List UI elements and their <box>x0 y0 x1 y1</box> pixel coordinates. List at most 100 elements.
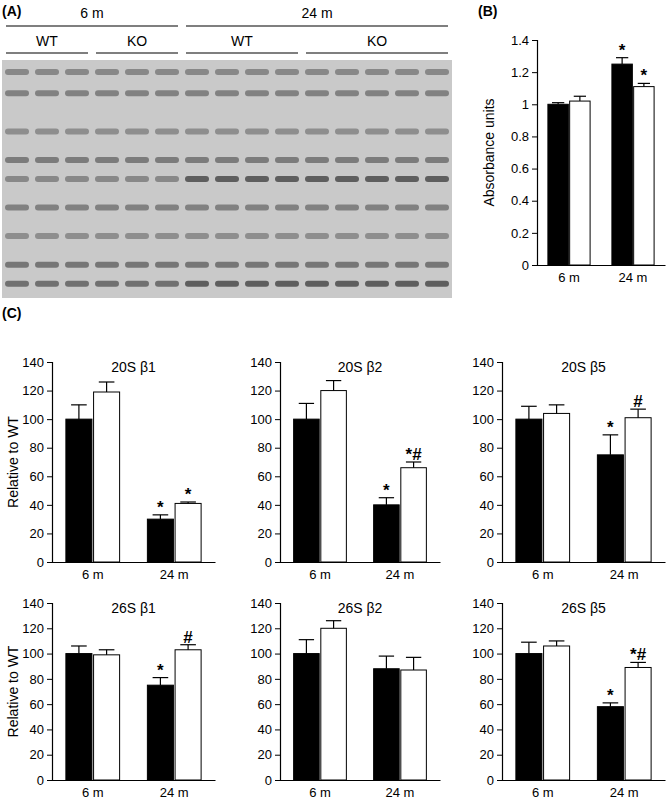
blot-band <box>5 205 29 211</box>
y-axis: 020406080100120140 <box>250 355 280 570</box>
blot-band <box>35 233 59 239</box>
blot-band <box>5 176 29 182</box>
blot-band <box>275 262 299 268</box>
y-tick-label: 20 <box>258 526 272 541</box>
x-tick: 6 m <box>532 567 554 582</box>
significance-marker: *# <box>630 645 647 664</box>
y-tick-label: 0.4 <box>511 193 529 208</box>
blot-band <box>35 69 59 75</box>
blot-band <box>125 262 149 268</box>
bar <box>625 418 651 562</box>
y-tick: 80 <box>30 672 52 687</box>
y-tick: 120 <box>22 621 52 636</box>
x-tick-label: 6 m <box>309 567 331 582</box>
blot-band <box>65 262 89 268</box>
plot-marks <box>548 58 654 265</box>
y-tick-label: 140 <box>472 596 494 611</box>
blot-group-label: 24 m <box>301 5 332 21</box>
error-bar-stem <box>333 381 334 391</box>
y-tick: 20 <box>30 526 52 541</box>
blot-band <box>185 205 209 211</box>
error-bar-stem <box>556 641 557 646</box>
blot-band <box>185 90 209 96</box>
y-tick-mark <box>497 603 502 604</box>
blot-band <box>395 157 419 163</box>
blot-band <box>305 128 329 134</box>
y-tick: 20 <box>258 526 280 541</box>
y-tick-mark <box>275 505 280 506</box>
blot-band <box>155 90 179 96</box>
blot-band <box>215 157 239 163</box>
error-bar <box>299 640 314 654</box>
y-tick-label: 80 <box>480 440 494 455</box>
bar <box>401 468 427 562</box>
blot-band <box>35 128 59 134</box>
y-tick: 0 <box>37 773 52 788</box>
y-tick-mark <box>47 362 52 363</box>
blot-band <box>215 69 239 75</box>
blot-group-label: 6 m <box>80 5 103 21</box>
blot-band <box>425 128 449 134</box>
blot-band <box>125 90 149 96</box>
error-bar-stem <box>386 656 387 669</box>
y-tick-mark <box>47 391 52 392</box>
blot-band <box>65 233 89 239</box>
y-tick-label: 140 <box>22 355 44 370</box>
y-tick: 140 <box>472 596 502 611</box>
bar-chart: **00.20.40.60.811.21.46 m24 mAbsorbance … <box>481 33 666 286</box>
x-axis: 6 m24 m <box>503 781 666 801</box>
y-tick-mark <box>47 679 52 680</box>
y-tick: 40 <box>30 722 52 737</box>
error-bar-stem <box>78 405 79 419</box>
error-bar-cap <box>299 403 314 404</box>
blot-band <box>305 262 329 268</box>
y-tick: 40 <box>258 498 280 513</box>
y-tick: 0 <box>37 555 52 570</box>
bar <box>94 655 120 780</box>
y-axis-title: Absorbance units <box>481 98 497 206</box>
blot-band <box>305 233 329 239</box>
blot <box>2 60 452 298</box>
blot-band <box>125 281 149 287</box>
blot-band <box>65 157 89 163</box>
blot-band <box>95 90 119 96</box>
bar <box>634 87 654 265</box>
chart-title: 20S β5 <box>561 359 606 375</box>
y-tick-mark <box>47 755 52 756</box>
y-axis: 020406080100120140 <box>250 596 280 788</box>
blot-band <box>95 205 119 211</box>
y-tick: 140 <box>22 596 52 611</box>
error-bar-stem <box>413 657 414 670</box>
bar <box>570 101 590 265</box>
y-tick: 80 <box>258 672 280 687</box>
y-tick-label: 80 <box>480 672 494 687</box>
y-tick-label: 60 <box>30 697 44 712</box>
y-tick-label: 0.2 <box>511 226 529 241</box>
blot-band <box>365 90 389 96</box>
error-bar-stem <box>556 405 557 414</box>
blot-band <box>395 90 419 96</box>
x-tick: 6 m <box>532 785 554 800</box>
y-tick-label: 40 <box>258 498 272 513</box>
blot-lane-line <box>96 52 178 53</box>
chart-title: 20S β1 <box>111 359 156 375</box>
blot-band <box>275 90 299 96</box>
y-tick-mark <box>47 448 52 449</box>
y-tick: 100 <box>22 412 52 427</box>
y-tick: 100 <box>472 646 502 661</box>
error-bar <box>379 656 394 669</box>
bar <box>625 667 651 780</box>
blot-band <box>125 205 149 211</box>
y-tick: 140 <box>250 596 280 611</box>
y-tick-label: 40 <box>30 722 44 737</box>
y-axis-line <box>47 363 53 563</box>
y-axis: 020406080100120140 <box>472 596 502 788</box>
blot-lane-line <box>6 52 88 53</box>
blot-band <box>185 262 209 268</box>
blot-band <box>95 233 119 239</box>
blot-band <box>5 128 29 134</box>
error-bar-cap <box>326 620 341 621</box>
y-tick-label: 0 <box>37 773 44 788</box>
y-tick-label: 80 <box>30 672 44 687</box>
blot-band <box>425 205 449 211</box>
